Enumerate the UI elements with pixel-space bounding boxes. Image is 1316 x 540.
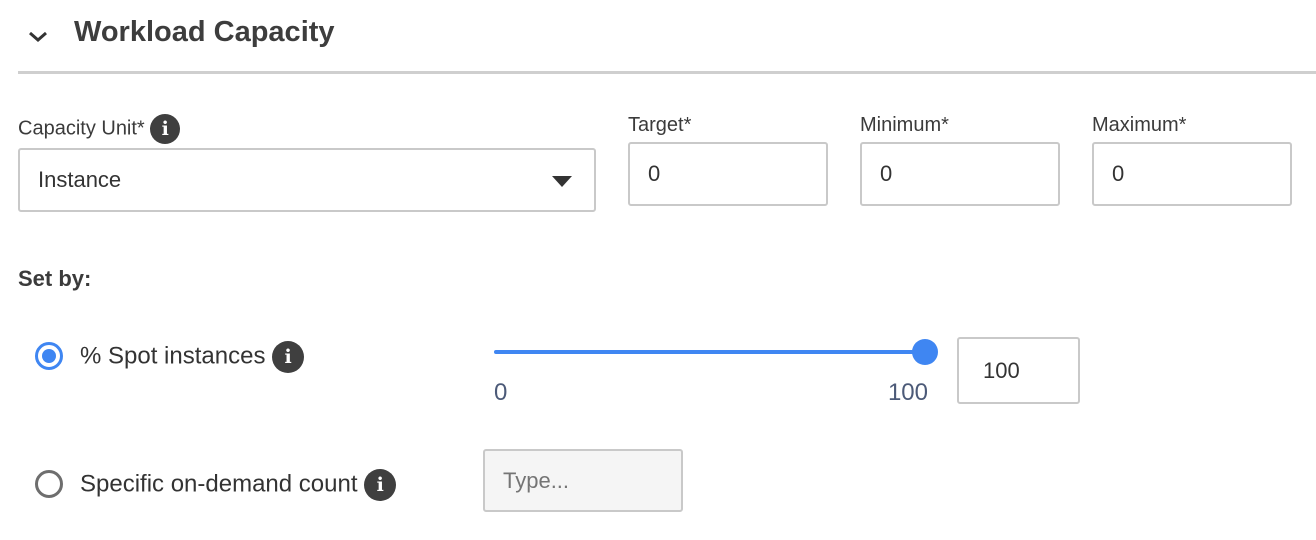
on-demand-label-text: Specific on-demand count: [80, 470, 358, 498]
maximum-label: Maximum*: [1092, 114, 1187, 136]
info-icon[interactable]: i: [272, 341, 305, 373]
radio-dot: [42, 349, 56, 363]
info-icon[interactable]: i: [150, 114, 181, 144]
maximum-value: 0: [1112, 161, 1125, 186]
spot-label: % Spot instances i: [80, 341, 305, 373]
spot-label-text: % Spot instances: [80, 342, 266, 370]
info-icon[interactable]: i: [364, 469, 397, 501]
slider-min-label: 0: [494, 379, 508, 406]
chevron-down-icon[interactable]: [24, 22, 52, 50]
on-demand-count-input[interactable]: [483, 449, 683, 512]
target-label: Target*: [628, 114, 692, 136]
section-title: Workload Capacity: [74, 16, 335, 48]
spot-value: 100: [983, 357, 1020, 383]
slider-max-label: 100: [887, 379, 928, 406]
maximum-input[interactable]: 0: [1092, 142, 1292, 206]
minimum-label: Minimum*: [860, 114, 949, 136]
target-value: 0: [648, 161, 661, 186]
minimum-input[interactable]: 0: [860, 142, 1060, 206]
capacity-unit-label-text: Capacity Unit*: [18, 117, 145, 140]
target-input[interactable]: 0: [628, 142, 828, 206]
capacity-unit-label: Capacity Unit* i: [18, 114, 181, 144]
caret-down-icon: [552, 176, 572, 187]
on-demand-radio[interactable]: [35, 470, 63, 498]
capacity-unit-value: Instance: [38, 167, 122, 192]
spot-value-input[interactable]: 100: [957, 337, 1080, 404]
minimum-value: 0: [880, 161, 893, 186]
section-divider: [18, 71, 1316, 74]
capacity-unit-select[interactable]: Instance: [18, 148, 596, 212]
spot-slider-thumb[interactable]: [912, 339, 938, 365]
on-demand-label: Specific on-demand count i: [80, 469, 397, 501]
spot-radio[interactable]: [35, 342, 63, 370]
spot-slider-track[interactable]: [494, 350, 925, 354]
set-by-label: Set by:: [18, 266, 92, 291]
